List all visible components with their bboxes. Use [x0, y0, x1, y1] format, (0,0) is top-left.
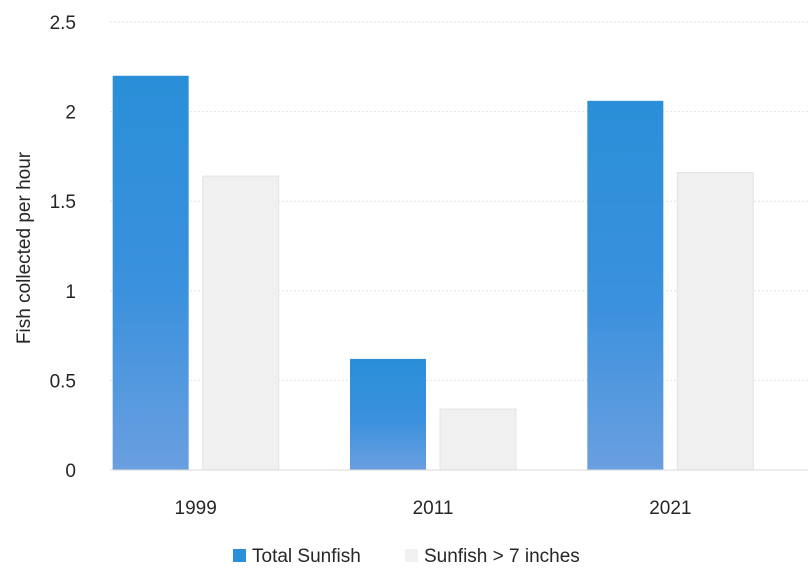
- bars: [112, 75, 754, 471]
- y-tick-label: 1.5: [50, 192, 76, 213]
- x-tick-label: 2021: [649, 498, 691, 519]
- legend-label: Total Sunfish: [252, 546, 361, 567]
- bar-sunfish-over-7-inches-1999: [202, 175, 280, 471]
- x-tick-label: 1999: [175, 498, 217, 519]
- x-tick-label: 2011: [413, 498, 454, 519]
- y-tick-label: 1: [65, 282, 76, 303]
- bar-total-sunfish-2011: [350, 358, 426, 470]
- y-tick-label: 2.5: [50, 13, 76, 34]
- bar-sunfish-over-7-inches-2021: [676, 172, 754, 471]
- legend: Total Sunfish Sunfish > 7 inches: [233, 546, 580, 567]
- y-axis-title: Fish collected per hour: [14, 151, 35, 344]
- bar-total-sunfish-2021: [587, 100, 664, 471]
- axes: 0 0.5 1 1.5 2 2.5 1999 2011 2021: [50, 13, 808, 519]
- legend-swatch: [233, 549, 246, 562]
- legend-label: Sunfish > 7 inches: [424, 546, 580, 567]
- legend-swatch: [405, 549, 418, 562]
- y-tick-label: 2: [65, 103, 76, 124]
- y-tick-label: 0: [65, 461, 76, 482]
- y-tick-label: 0.5: [50, 371, 76, 392]
- bar-total-sunfish-1999: [112, 75, 189, 470]
- bar-sunfish-over-7-inches-2011: [439, 408, 517, 471]
